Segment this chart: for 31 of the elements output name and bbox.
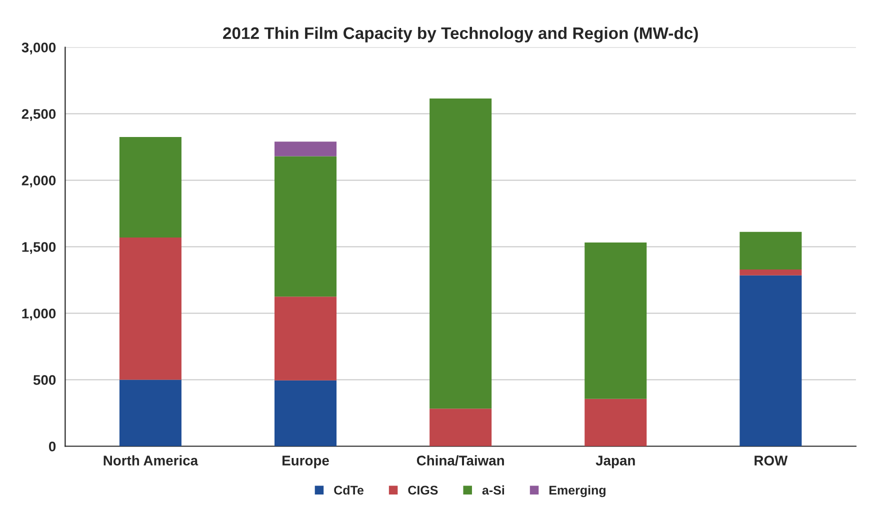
x-tick-label: ROW (754, 456, 788, 466)
bar (274, 296, 337, 380)
bar (119, 237, 182, 380)
x-tick-label: China/Taiwan (416, 455, 504, 466)
bar (274, 142, 337, 156)
y-tick-label: 2,500 (22, 109, 56, 121)
legend-label: a-Si (482, 485, 504, 495)
x-tick-label: North America (104, 455, 198, 466)
bar (740, 275, 802, 446)
x-tick-label: Europe (282, 456, 329, 468)
x-tick-label: Japan (596, 456, 635, 468)
bar (740, 269, 802, 276)
legend-label: CdTe (334, 485, 364, 495)
y-tick-label: 0 (48, 442, 56, 452)
y-tick-label: 3,000 (22, 42, 56, 54)
bar (584, 242, 647, 399)
bar (119, 380, 182, 446)
legend-label: Emerging (549, 485, 606, 498)
legend-label: CIGS (408, 486, 438, 495)
bar (274, 380, 337, 446)
y-tick-label: 1,500 (22, 242, 56, 254)
bar (119, 137, 182, 238)
bar (274, 156, 337, 297)
bar (584, 398, 647, 446)
bar (430, 98, 492, 409)
bar (740, 232, 802, 270)
y-tick-label: 2,000 (22, 176, 56, 188)
chart-title: 2012 Thin Film Capacity by Technology and Region (MW-dc) (223, 26, 698, 42)
y-tick-label: 500 (33, 375, 56, 385)
bar (430, 408, 492, 446)
y-tick-label: 1,000 (22, 308, 56, 320)
